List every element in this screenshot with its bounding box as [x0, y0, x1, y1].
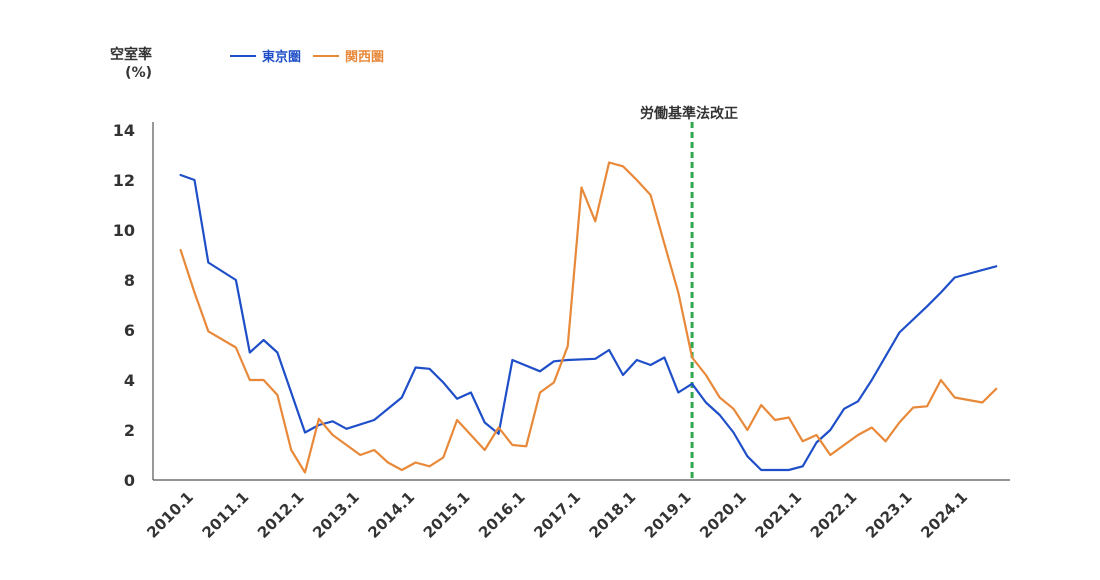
y-tick-label: 14: [113, 121, 135, 140]
legend-label-kansai: 関西圏: [345, 50, 385, 65]
legend-swatch-tokyo: [230, 54, 256, 57]
y-tick-label: 0: [124, 471, 135, 490]
x-tick-label: 2014.1: [365, 488, 419, 542]
series-line-tokyo: [179, 173, 998, 472]
x-tick-label: 2016.1: [475, 488, 529, 542]
x-tick-label: 2017.1: [530, 488, 584, 542]
x-tick-label: 2022.1: [807, 488, 861, 542]
y-tick-label: 8: [124, 271, 135, 290]
y-tick-label: 10: [113, 221, 135, 240]
legend-item-tokyo: 東京圏: [230, 46, 301, 65]
x-tick-label: 2015.1: [420, 488, 474, 542]
legend-item-kansai: 関西圏: [313, 46, 384, 65]
legend-swatch-kansai: [313, 54, 340, 57]
x-tick-label: 2011.1: [199, 488, 253, 542]
x-tick-label: 2019.1: [641, 488, 695, 542]
y-tick-label: 4: [124, 371, 135, 390]
annotation-label: 労働基準法改正: [640, 106, 738, 122]
y-axis-label-unit: (%): [125, 65, 152, 81]
y-tick-label: 12: [113, 171, 135, 190]
y-tick-label: 2: [124, 421, 135, 440]
x-tick-label: 2010.1: [143, 488, 197, 542]
y-axis-label-title: 空室率: [110, 47, 152, 63]
x-tick-label: 2023.1: [862, 488, 916, 542]
x-tick-label: 2024.1: [917, 488, 971, 542]
x-tick-label: 2018.1: [586, 488, 640, 542]
y-tick-label: 6: [124, 321, 135, 340]
series-line-kansai: [179, 161, 998, 474]
x-tick-label: 2020.1: [696, 488, 750, 542]
x-tick-label: 2012.1: [254, 488, 308, 542]
legend: 東京圏 関西圏: [230, 46, 396, 65]
x-tick-label: 2021.1: [752, 488, 806, 542]
legend-label-tokyo: 東京圏: [262, 50, 302, 65]
y-axis-label: 空室率 (%): [100, 46, 152, 82]
x-tick-label: 2013.1: [309, 488, 363, 542]
